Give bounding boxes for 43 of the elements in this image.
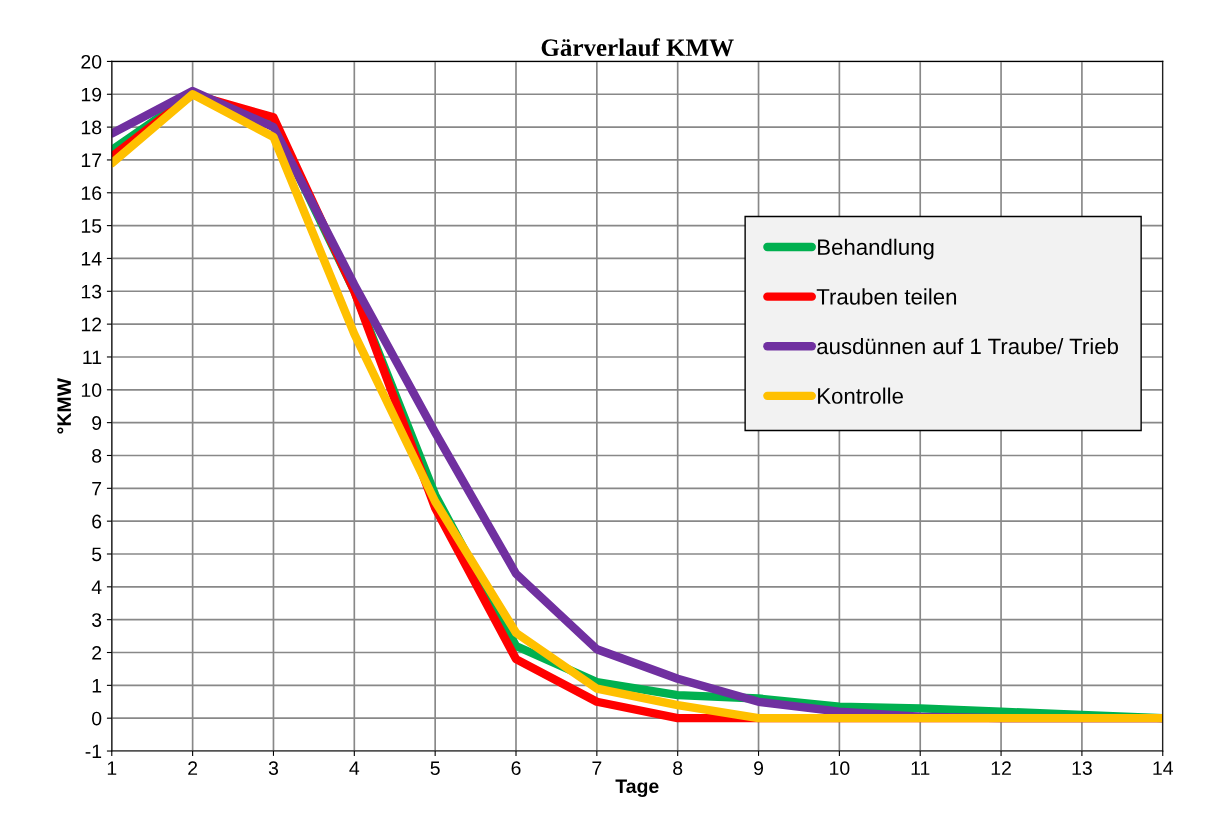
x-tick-label: 4 [349,761,360,775]
x-tick-label: 3 [268,761,279,776]
x-tick-label: 12 [991,761,1011,775]
y-tick-label: 16 [81,186,102,201]
y-tick-label: 6 [92,514,102,529]
x-tick-label: 13 [1072,761,1092,776]
y-tick-label: 15 [81,219,102,233]
x-tick-label: 10 [830,761,850,776]
y-tick-label: 11 [83,350,102,365]
y-tick-label: 10 [81,383,102,398]
y-tick-label: -1 [85,744,102,759]
y-tick-label: 19 [81,87,102,102]
y-tick-label: 8 [92,448,102,463]
y-tick-label: 18 [81,120,102,135]
y-tick-label: 14 [81,252,102,266]
x-tick-label: 7 [592,761,602,775]
legend-label: Behandlung [818,238,934,260]
y-tick-label: 9 [92,416,102,430]
y-axis-title: °KMW [57,378,71,434]
y-tick-label: 1 [92,679,102,693]
y-tick-label: 12 [81,317,102,332]
y-tick-label: 7 [92,481,102,496]
x-tick-label: 8 [673,761,683,776]
x-tick-label: 11 [911,761,930,775]
y-tick-label: 3 [91,613,102,627]
y-tick-label: 0 [92,711,102,726]
x-tick-label: 1 [107,761,117,775]
x-tick-label: 9 [754,761,764,776]
y-tick-label: 2 [92,645,102,660]
x-tick-label: 14 [1153,761,1173,775]
chart-title: Gärverlauf KMW [541,38,734,57]
legend-label: Trauben teilen [816,288,957,305]
x-tick-label: 5 [430,761,440,776]
y-tick-label: 17 [81,153,102,167]
x-axis-title: Tage [615,779,659,797]
legend-label: ausdünnen auf 1 Traube/ Trieb [817,337,1119,355]
x-tick-label: 6 [511,761,521,776]
y-tick-label: 13 [81,284,102,299]
y-tick-label: 5 [92,547,102,562]
x-tick-label: 2 [188,761,198,775]
legend-label: Kontrolle [818,387,903,404]
y-tick-label: 20 [81,54,102,69]
y-tick-label: 4 [91,580,102,594]
